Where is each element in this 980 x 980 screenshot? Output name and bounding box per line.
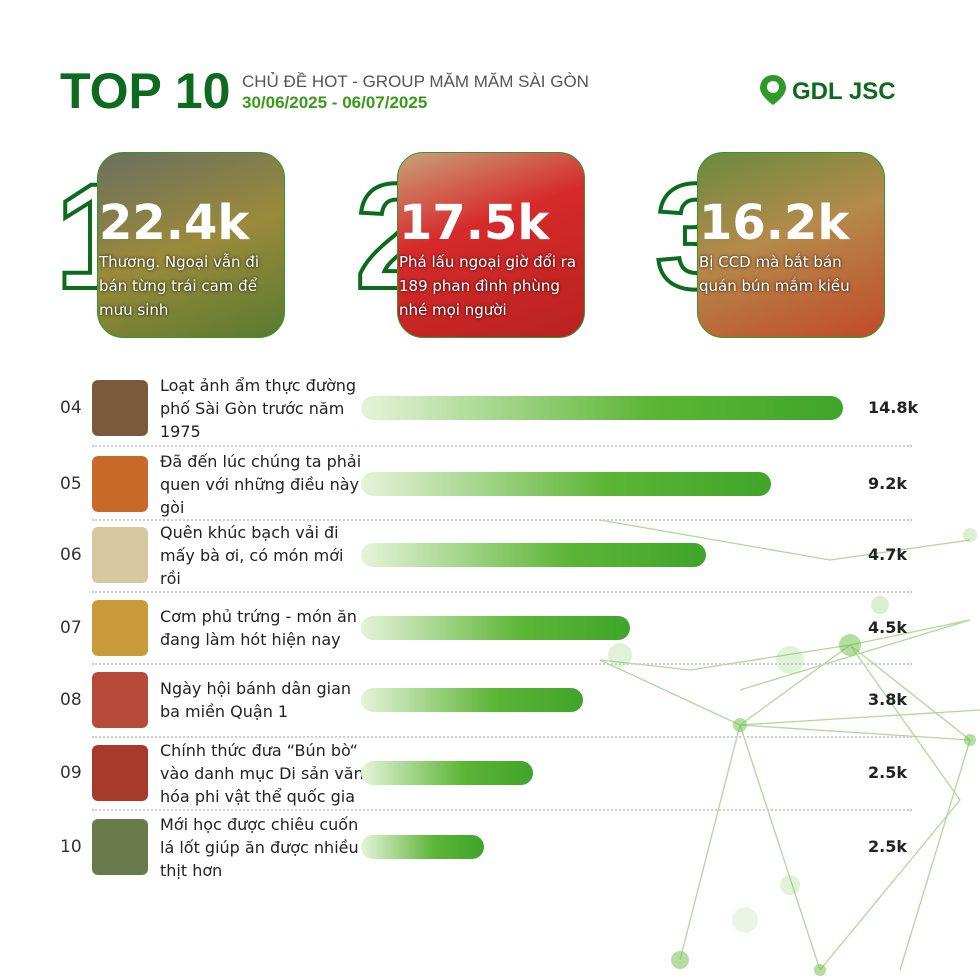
value: 2.5k [868, 837, 907, 856]
thumbnail [92, 745, 148, 801]
bar [361, 543, 706, 567]
caption: Thương. Ngoại vẫn đi bán từng trái cam đ… [99, 253, 259, 319]
view-count: 22.4k [99, 195, 250, 251]
value: 4.7k [868, 545, 907, 564]
view-count: 16.2k [699, 195, 850, 251]
rank: 06 [60, 545, 82, 565]
bar [361, 616, 630, 640]
caption: Bị CCD mà bắt bán quán bún mắm kiều [699, 253, 850, 295]
rank: 05 [60, 474, 82, 494]
rank: 08 [60, 690, 82, 710]
value: 2.5k [868, 763, 907, 782]
thumbnail [92, 456, 148, 512]
separator [92, 518, 912, 521]
value: 14.8k [868, 398, 919, 417]
logo-text: GDL JSC [792, 78, 896, 105]
post-title: Đã đến lúc chúng ta phải quen với những … [160, 451, 362, 517]
caption: Phá lấu ngoại giờ đổi ra 189 phan đình p… [399, 253, 577, 319]
date: 30/06/2025 - 06/07/2025 [242, 93, 428, 112]
post-title: Ngày hội bánh dân gian ba miền Quận 1 [160, 679, 352, 721]
title: TOP 10 [60, 63, 231, 119]
bar [361, 472, 771, 496]
value: 3.8k [868, 690, 907, 709]
post-title: Chính thức đưa “Bún bò“ vào danh mục Di … [160, 740, 364, 806]
rank: 07 [60, 618, 82, 638]
value: 9.2k [868, 474, 907, 493]
thumbnail [92, 600, 148, 656]
thumbnail-card [697, 152, 885, 338]
subtitle: CHỦ ĐỀ HOT - GROUP MĂM MĂM SÀI GÒN [242, 72, 589, 91]
thumbnail [92, 819, 148, 875]
rank: 04 [60, 398, 82, 418]
bar [361, 761, 533, 785]
value: 4.5k [868, 618, 907, 637]
rank: 09 [60, 763, 82, 783]
post-title: Quên khúc bạch vải đi mấy bà ơi, có món … [160, 522, 344, 588]
bar [361, 688, 583, 712]
thumbnail [92, 380, 148, 436]
thumbnail [92, 527, 148, 583]
separator [92, 735, 912, 738]
network-decoration [599, 519, 980, 976]
post-title: Loạt ảnh ẩm thực đường phố Sài Gòn trước… [160, 375, 357, 441]
post-title: Cơm phủ trứng - món ăn đang làm hót hiện… [160, 607, 357, 649]
separator [92, 590, 912, 593]
separator [92, 809, 912, 811]
rank: 10 [60, 837, 82, 857]
post-title: Mới học được chiêu cuốn lá lốt giúp ăn đ… [160, 814, 359, 880]
thumbnail-card [397, 152, 585, 338]
thumbnail-card [97, 152, 285, 338]
separator [92, 445, 912, 447]
thumbnail [92, 672, 148, 728]
logo-icon [760, 75, 786, 105]
bar [361, 396, 843, 420]
view-count: 17.5k [399, 195, 550, 251]
bar [361, 835, 484, 859]
separator [92, 663, 912, 665]
